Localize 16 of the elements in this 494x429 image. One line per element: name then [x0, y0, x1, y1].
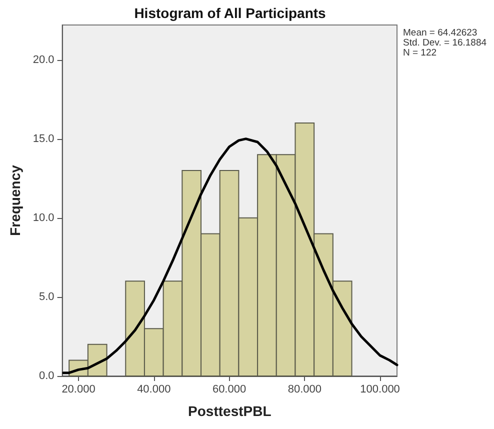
x-tick-label: 80.000: [288, 384, 322, 396]
x-tick-label: 60.000: [212, 384, 246, 396]
x-tick-label: 40.000: [137, 384, 171, 396]
chart-title: Histogram of All Participants: [134, 5, 326, 21]
text: N = 122: [403, 48, 437, 58]
y-tick-label: 20.0: [32, 54, 54, 66]
text: Std. Dev. = 16.1884: [403, 38, 487, 48]
x-tick-label: 100.000: [360, 384, 400, 396]
x-axis-title: PosttestPBL: [188, 403, 272, 419]
y-axis-title: Frequency: [7, 164, 23, 236]
text: Mean = 64.42623: [403, 28, 478, 38]
y-tick-label: 10.0: [32, 212, 54, 224]
x-tick-label: 20.000: [62, 384, 96, 396]
y-tick-label: 15.0: [32, 132, 54, 145]
y-tick-label: 0.0: [39, 370, 54, 382]
y-tick-label: 5.0: [39, 290, 54, 303]
